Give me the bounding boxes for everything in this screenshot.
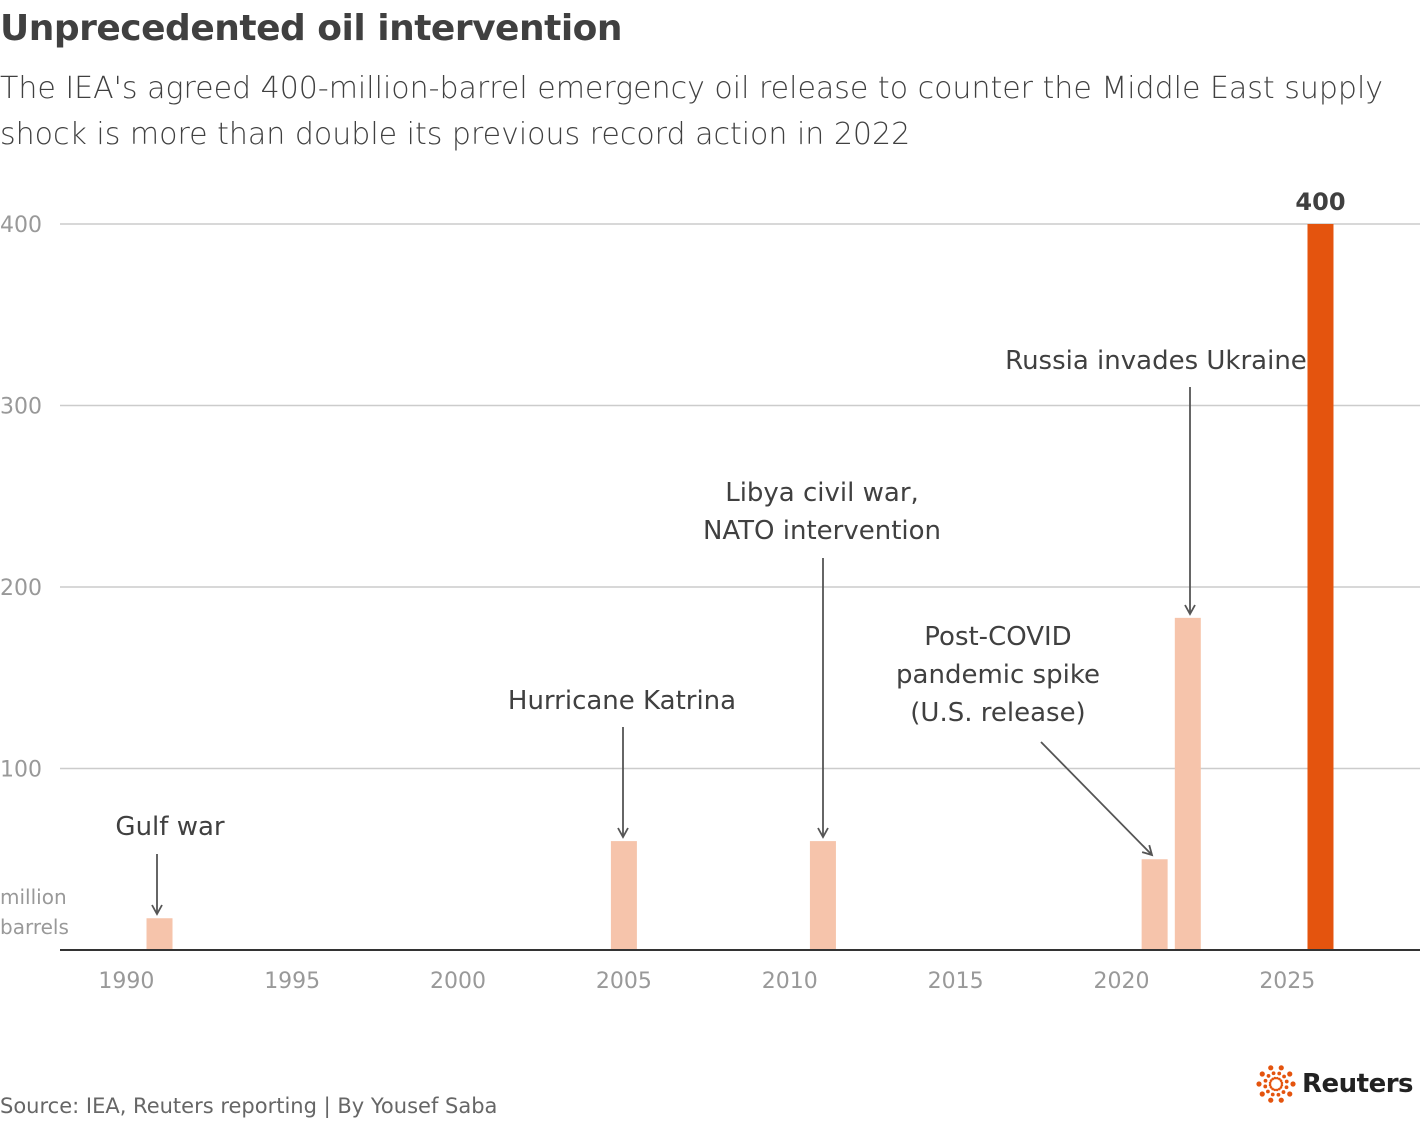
annotation-label: (U.S. release) [910, 698, 1085, 728]
reuters-logo-icon [1256, 1065, 1296, 1103]
bar-chart: 100 200 300 400 million barrels 400 1990 1995 200… [0, 188, 1420, 994]
annotation-label: pandemic spike [896, 660, 1100, 690]
bar-2026 [1307, 224, 1334, 950]
annotation-label: Hurricane Katrina [508, 686, 736, 716]
y-tick-label: 200 [0, 576, 42, 601]
annotation-label: Post-COVID [924, 622, 1071, 652]
annotation-label: NATO intervention [703, 516, 941, 546]
chart-title: Unprecedented oil intervention [0, 8, 623, 49]
x-tick-label: 2005 [596, 969, 652, 994]
x-tick-label: 2015 [928, 969, 984, 994]
y-axis-label: barrels [0, 915, 69, 939]
y-tick-label: 400 [0, 213, 42, 238]
bar-2022 [1174, 617, 1201, 950]
bar-2005 [610, 841, 637, 950]
x-tick-label: 2000 [430, 969, 486, 994]
y-axis-label: million [0, 885, 67, 909]
annotation-label: Libya civil war, [725, 478, 919, 508]
x-tick-label: 1990 [98, 969, 154, 994]
logo-text: Reuters [1302, 1069, 1414, 1099]
x-tick-label: 2025 [1259, 969, 1315, 994]
annotation-arrow [1040, 741, 1154, 857]
bar-1991 [146, 918, 173, 950]
bar-2011 [809, 841, 836, 950]
bar-2021 [1141, 859, 1168, 950]
annotation-label: Gulf war [115, 812, 224, 842]
reuters-logo: Reuters [1256, 1064, 1414, 1104]
chart-subtitle: The IEA's agreed 400-million-barrel emer… [0, 71, 1384, 152]
x-tick-label: 2020 [1093, 969, 1149, 994]
y-tick-label: 100 [0, 758, 42, 783]
x-tick-label: 1995 [264, 969, 320, 994]
x-tick-label: 2010 [762, 969, 818, 994]
source-note: Source: IEA, Reuters reporting | By Yous… [0, 1094, 498, 1118]
y-tick-label: 300 [0, 395, 42, 420]
annotation-label: Russia invades Ukraine [1005, 346, 1307, 376]
bar-value-label: 400 [1295, 188, 1345, 216]
